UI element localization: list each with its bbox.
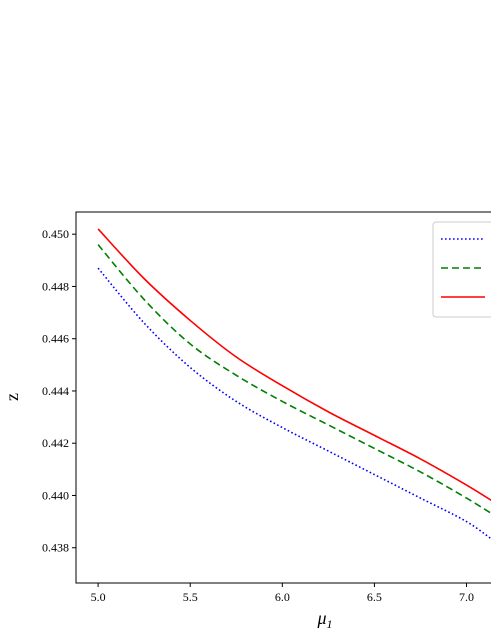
y-tick-label: 0.450 [42, 227, 69, 241]
x-axis-label: μ1 [316, 608, 332, 631]
x-tick-label: 6.5 [367, 590, 382, 604]
series-line-3 [97, 228, 491, 502]
y-tick-label: 0.438 [42, 541, 69, 555]
y-axis-label: z [2, 393, 22, 401]
series-layer [97, 228, 491, 540]
x-tick-label: 6.0 [275, 590, 290, 604]
series-line-1 [97, 267, 491, 540]
y-axis: 0.438 0.440 0.442 0.444 0.446 0.448 0.450 [42, 227, 76, 555]
legend [432, 221, 491, 318]
x-tick-label: 5.5 [183, 590, 198, 604]
x-tick-label: 7.0 [459, 590, 474, 604]
y-tick-label: 0.442 [42, 436, 69, 450]
y-tick-label: 0.446 [42, 332, 69, 346]
legend-box [432, 221, 491, 318]
series-line-2 [97, 244, 491, 515]
y-tick-label: 0.444 [42, 384, 69, 398]
x-tick-label: 5.0 [91, 590, 106, 604]
y-tick-label: 0.440 [42, 488, 69, 502]
plot-area-frame [75, 211, 491, 584]
y-tick-label: 0.448 [42, 279, 69, 293]
x-axis-label-main: μ [316, 608, 326, 628]
x-axis: 5.0 5.5 6.0 6.5 7.0 [91, 583, 474, 604]
x-axis-label-subscript: 1 [327, 617, 333, 631]
